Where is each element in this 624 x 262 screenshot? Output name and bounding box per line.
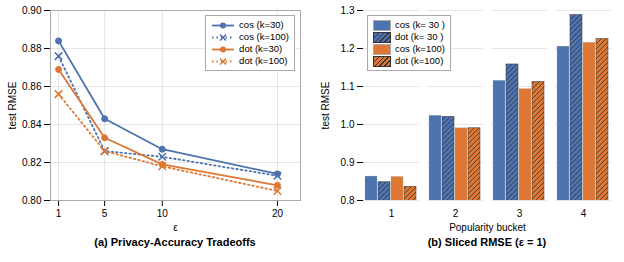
svg-text:1.1: 1.1 [341,81,355,92]
svg-text:0.9: 0.9 [341,157,355,168]
svg-text:0.82: 0.82 [22,157,42,168]
html-text:cos (k=100): cos (k=100) [395,43,445,54]
html-text:cos (k=30): cos (k=30) [239,19,284,30]
svg-text:5: 5 [102,208,108,219]
svg-text:0.90: 0.90 [22,5,42,16]
svg-text:10: 10 [157,208,169,219]
svg-text:0.88: 0.88 [22,43,42,54]
svg-text:0.86: 0.86 [22,81,42,92]
svg-text:1.0: 1.0 [341,119,355,130]
html-text:cos (k=100): cos (k=100) [239,31,289,42]
svg-text:1: 1 [389,208,395,219]
html-text:dot (k=30): dot (k=30) [239,43,283,54]
svg-text:20: 20 [272,208,284,219]
svg-text:0.8: 0.8 [341,195,355,206]
svg-text:3: 3 [517,208,523,219]
html-text:dot (k=100): dot (k=100) [239,55,288,66]
svg-text:4: 4 [581,208,587,219]
html-text:(b) Sliced RMSE (ε = 1): (b) Sliced RMSE (ε = 1) [427,236,547,248]
html-text:dot (k= 30 ): dot (k= 30 ) [395,31,444,42]
svg-text:2: 2 [453,208,459,219]
html-text:(a) Privacy-Accuracy Tradeoffs: (a) Privacy-Accuracy Tradeoffs [94,236,256,248]
svg-text:1: 1 [56,208,62,219]
svg-text:1.2: 1.2 [341,43,355,54]
svg-text:0.80: 0.80 [22,195,42,206]
svg-text:0.84: 0.84 [22,119,42,130]
svg-text:ε: ε [173,222,178,233]
svg-text:test RMSE: test RMSE [320,81,331,129]
html-text:cos (k= 30 ): cos (k= 30 ) [395,19,445,30]
svg-text:test RMSE: test RMSE [7,81,18,129]
svg-text:1.3: 1.3 [341,5,355,16]
html-text:dot (k=100): dot (k=100) [395,55,444,66]
svg-text:Popularity bucket: Popularity bucket [449,222,526,233]
